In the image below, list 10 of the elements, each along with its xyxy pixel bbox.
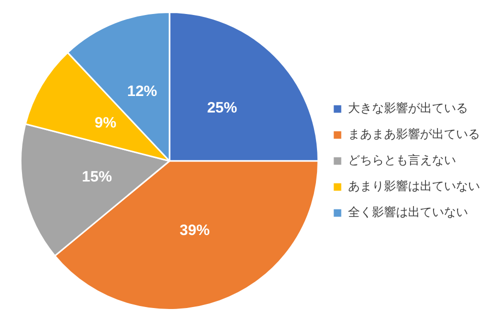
legend-label: どちらとも言えない	[348, 153, 456, 168]
legend-label: 全く影響は出ていない	[348, 205, 468, 220]
data-label: 39%	[180, 222, 210, 240]
legend-label: あまり影響は出ていない	[348, 179, 480, 194]
legend-label: まあまあ影響が出ている	[348, 127, 480, 142]
data-label: 15%	[82, 168, 112, 186]
data-label: 9%	[94, 114, 116, 132]
legend-label: 大きな影響が出ている	[348, 101, 468, 116]
data-label: 12%	[127, 82, 158, 100]
data-label: 25%	[207, 100, 238, 117]
